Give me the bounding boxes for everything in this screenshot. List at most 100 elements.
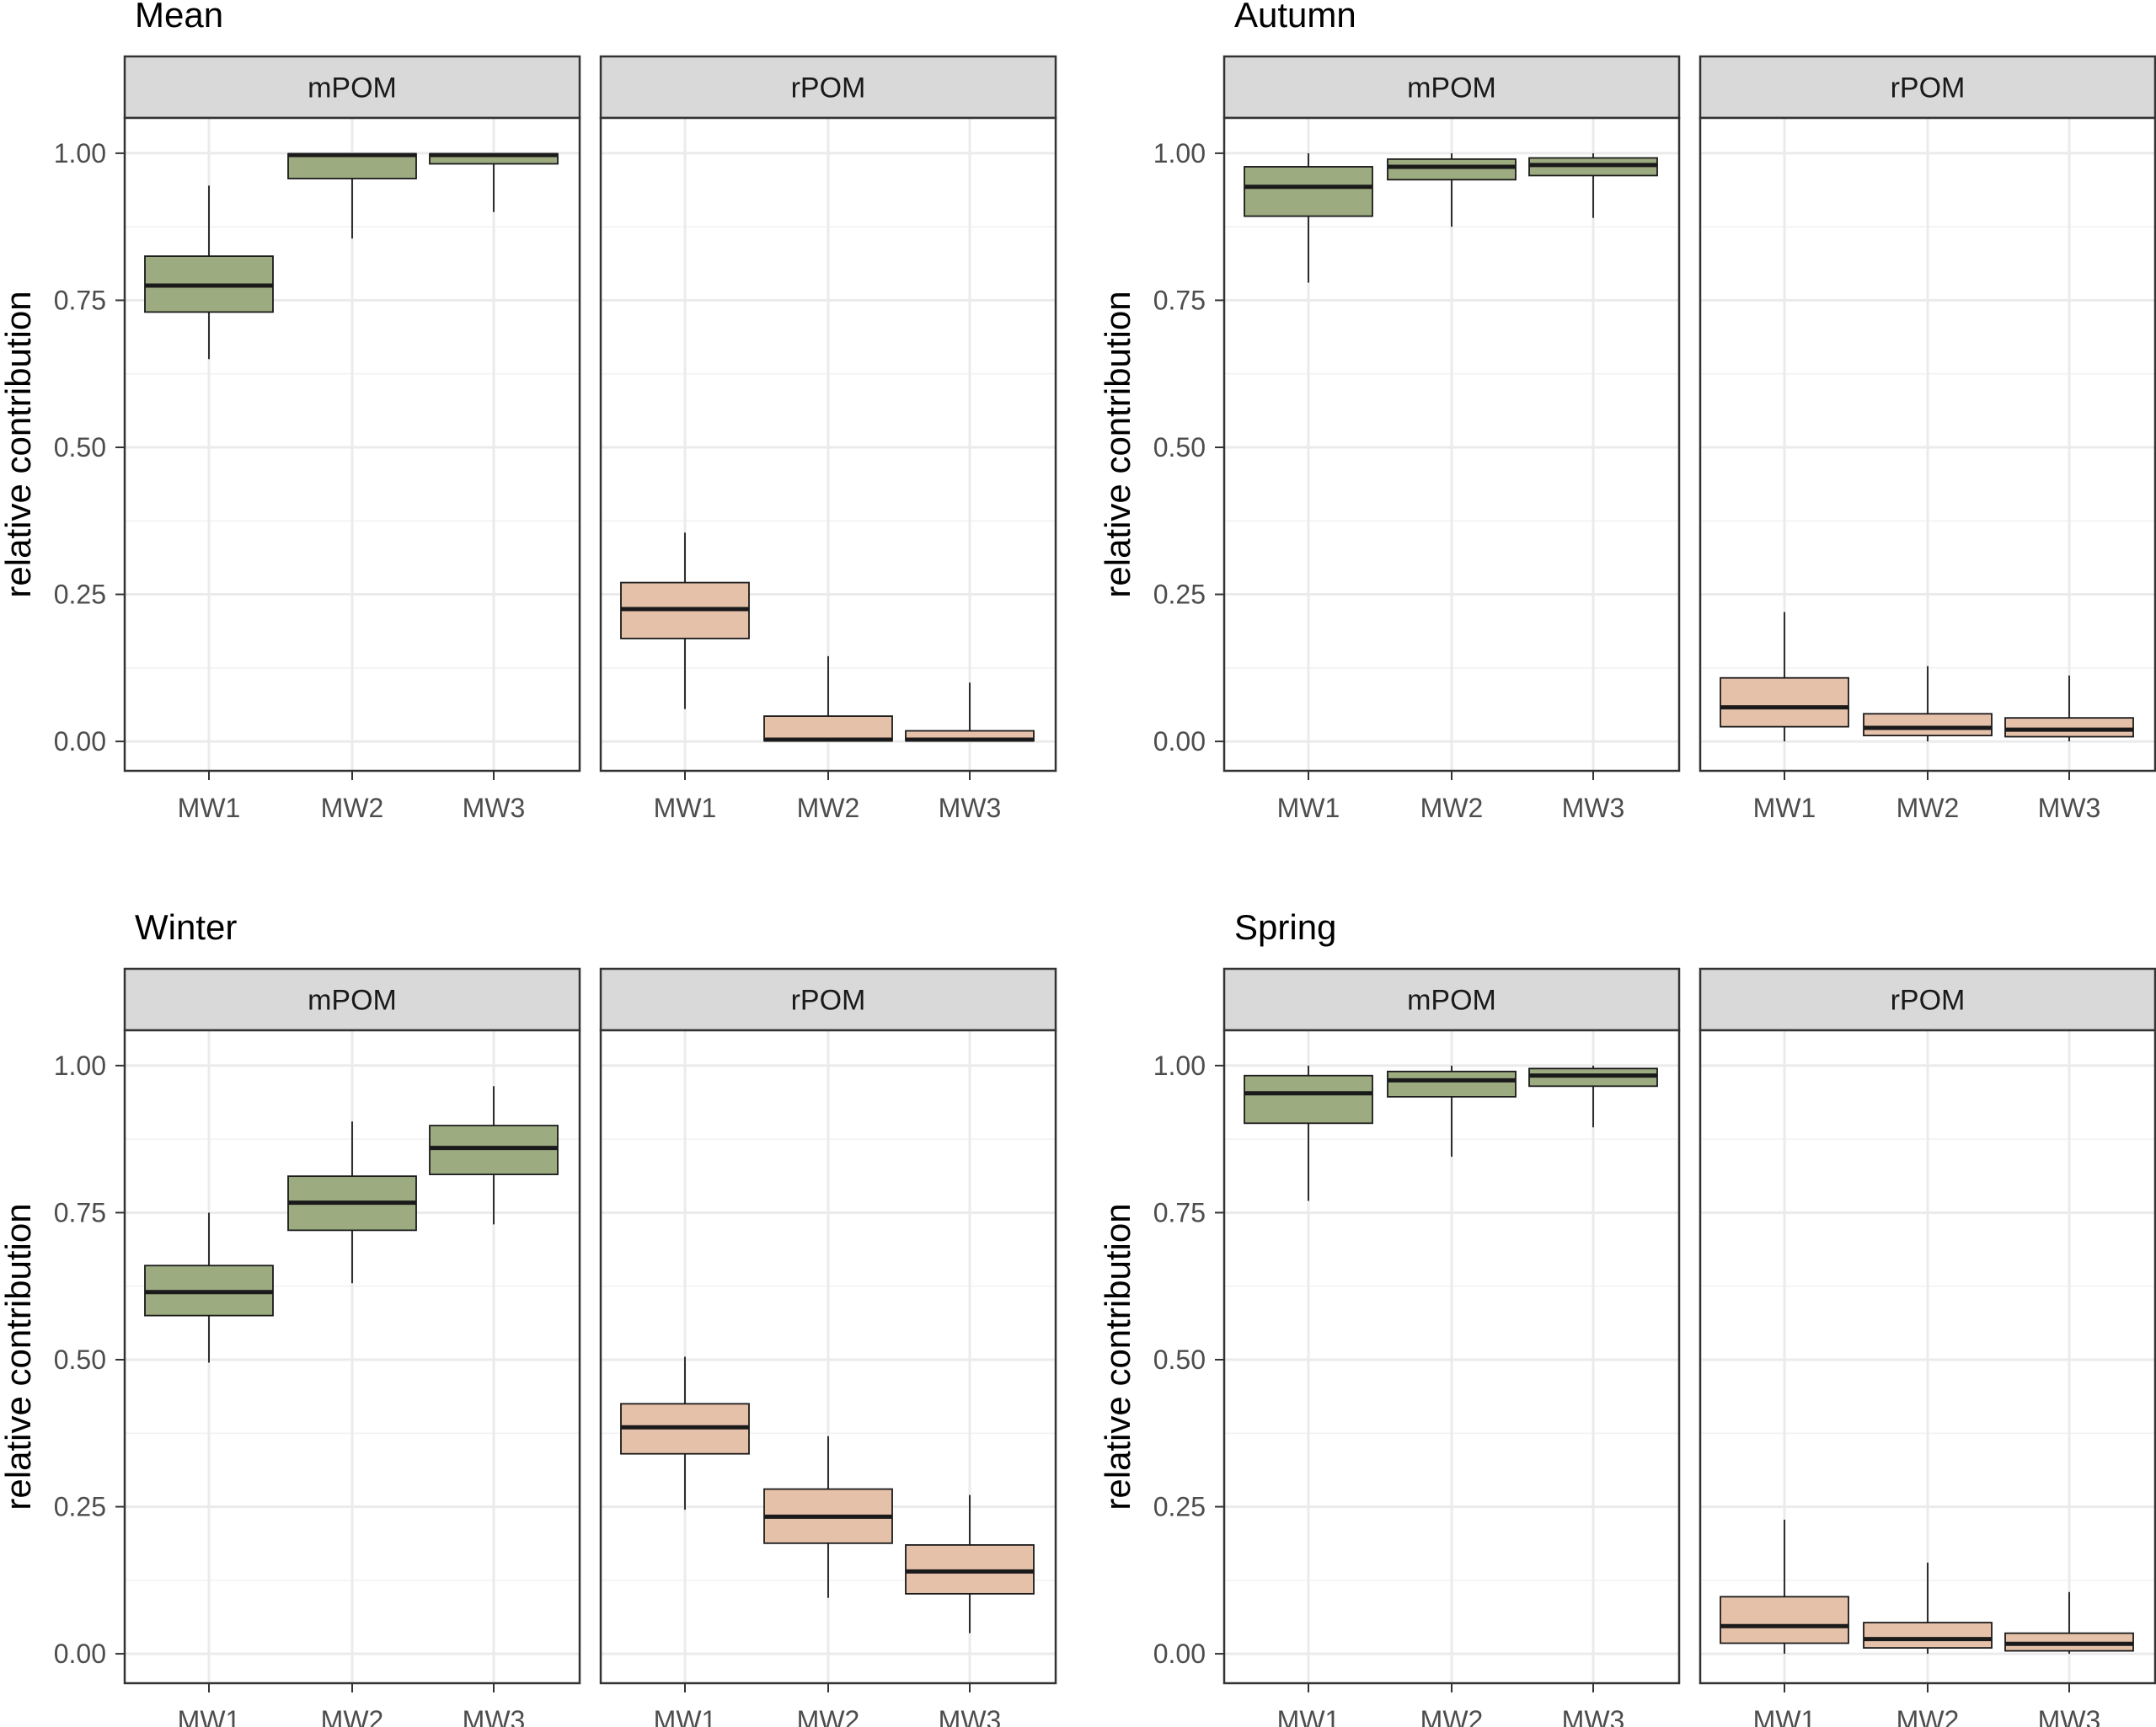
chart-autumn: Autumn relative contribution 0.00 0.25 0.50 0… <box>1098 0 2156 823</box>
y-tick-label: 0.00 <box>54 1639 106 1669</box>
y-axis-label: relative contribution <box>1098 291 1137 597</box>
x-tick-label: MW1 <box>1277 793 1340 823</box>
x-tick-label: MW2 <box>797 1705 860 1727</box>
y-tick-label: 1.00 <box>54 1051 106 1081</box>
y-tick-label: 0.50 <box>54 432 106 462</box>
facet-strip-label: mPOM <box>308 985 397 1017</box>
facet-strip-label: rPOM <box>791 985 866 1017</box>
x-tick-label: MW3 <box>1562 1705 1625 1727</box>
chart-mean: Mean relative contribution 0.00 0.25 0.50 0.7… <box>0 0 1057 823</box>
box-mpom-mw1 <box>1244 152 1373 283</box>
x-tick-label: MW1 <box>1277 1705 1340 1727</box>
box-mpom-mw2 <box>1387 1065 1517 1158</box>
x-tick-label: MW2 <box>1897 1705 1960 1727</box>
x-tick-label: MW3 <box>2038 1705 2101 1727</box>
facet-panel-rpom: rPOM MW1 MW2 MW3 <box>1699 55 2156 823</box>
chart-title: Winter <box>135 907 237 947</box>
chart-winter: Winter relative contribution 0.00 0.25 0.50 0… <box>0 907 1057 1727</box>
y-tick-label: 0.50 <box>1153 1345 1206 1375</box>
facet-panel-mpom: mPOM MW1 MW2 MW3 <box>123 967 581 1727</box>
facet-strip-label: rPOM <box>791 72 866 104</box>
box-rpom-mw3 <box>905 682 1035 742</box>
x-tick-label: MW2 <box>797 793 860 823</box>
y-tick-label: 0.25 <box>1153 1492 1206 1522</box>
facet-strip <box>123 55 581 120</box>
y-tick-label: 1.00 <box>54 138 106 168</box>
chart-title: Spring <box>1234 907 1336 947</box>
facet-strip-label: mPOM <box>308 72 397 104</box>
box-rpom-mw1 <box>1720 1519 1849 1655</box>
facet-strip-label: mPOM <box>1407 985 1496 1017</box>
facet-strip <box>1222 967 1681 1032</box>
box-iqr <box>1387 1070 1517 1098</box>
x-tick-label: MW2 <box>321 793 384 823</box>
chart-spring: Spring relative contribution 0.00 0.25 0.50 0… <box>1098 907 2156 1727</box>
box-rpom-mw1 <box>620 532 750 709</box>
y-tick-label: 0.50 <box>54 1345 106 1375</box>
facet-strip <box>123 967 581 1032</box>
box-mpom-mw2 <box>287 152 417 239</box>
y-tick-label: 0.25 <box>1153 580 1206 610</box>
box-mpom-mw3 <box>429 152 559 212</box>
box-iqr <box>763 715 893 742</box>
box-iqr <box>1244 1074 1373 1125</box>
y-tick-label: 0.00 <box>1153 726 1206 757</box>
y-axis-label: relative contribution <box>0 1203 38 1510</box>
x-tick-label: MW2 <box>1420 793 1484 823</box>
box-rpom-mw2 <box>1863 1562 1993 1655</box>
box-mpom-mw1 <box>144 1212 274 1363</box>
x-tick-label: MW1 <box>1753 1705 1816 1727</box>
y-tick-label: 0.00 <box>1153 1639 1206 1669</box>
box-rpom-mw3 <box>2004 675 2134 742</box>
x-tick-label: MW1 <box>178 1705 241 1727</box>
facet-strip <box>599 967 1057 1032</box>
facet-strip-label: mPOM <box>1407 72 1496 104</box>
x-tick-label: MW3 <box>463 1705 526 1727</box>
facet-strip <box>1222 55 1681 120</box>
y-tick-label: 0.25 <box>54 1492 106 1522</box>
x-tick-label: MW2 <box>321 1705 384 1727</box>
box-mpom-mw2 <box>1387 152 1517 227</box>
x-tick-label: MW3 <box>463 793 526 823</box>
y-axis-label: relative contribution <box>1098 1203 1137 1510</box>
y-tick-label: 0.25 <box>54 580 106 610</box>
box-rpom-mw1 <box>1720 612 1849 742</box>
box-iqr <box>1720 1596 1849 1644</box>
box-rpom-mw3 <box>905 1494 1035 1633</box>
box-iqr <box>1387 158 1517 181</box>
box-iqr <box>1720 676 1849 728</box>
box-mpom-mw3 <box>429 1086 559 1225</box>
facet-panel-mpom: mPOM MW1 MW2 MW3 <box>1222 967 1681 1727</box>
x-tick-label: MW1 <box>178 793 241 823</box>
box-rpom-mw2 <box>1863 666 1993 742</box>
box-rpom-mw2 <box>763 655 893 742</box>
y-axis-label: relative contribution <box>0 291 38 597</box>
y-tick-label: 0.50 <box>1153 432 1206 462</box>
box-mpom-mw1 <box>1244 1065 1373 1201</box>
box-iqr <box>287 152 417 179</box>
x-tick-label: MW3 <box>939 793 1002 823</box>
box-mpom-mw3 <box>1528 1065 1658 1128</box>
facet-strip <box>1699 55 2156 120</box>
y-tick-label: 0.75 <box>1153 1197 1206 1227</box>
x-tick-label: MW2 <box>1897 793 1960 823</box>
box-rpom-mw3 <box>2004 1591 2134 1655</box>
facet-panel-rpom: rPOM MW1 MW2 MW3 <box>1699 967 2156 1727</box>
x-tick-label: MW1 <box>1753 793 1816 823</box>
x-tick-label: MW1 <box>654 793 717 823</box>
facet-panel-mpom: mPOM MW1 MW2 MW3 <box>1222 55 1681 823</box>
box-iqr <box>2004 717 2134 738</box>
y-tick-label: 1.00 <box>1153 1051 1206 1081</box>
box-iqr <box>1244 166 1373 217</box>
chart-title: Autumn <box>1234 0 1356 35</box>
y-tick-label: 0.75 <box>54 285 106 315</box>
facet-strip <box>1699 967 2156 1032</box>
x-tick-label: MW2 <box>1420 1705 1484 1727</box>
facet-panel-rpom: rPOM MW1 MW2 MW3 <box>599 55 1057 823</box>
x-tick-label: MW3 <box>2038 793 2101 823</box>
facet-panel-rpom: rPOM MW1 MW2 MW3 <box>599 967 1057 1727</box>
box-mpom-mw3 <box>1528 152 1658 218</box>
box-mpom-mw1 <box>144 185 274 360</box>
facet-panel-mpom: mPOM MW1 MW2 MW3 <box>123 55 581 823</box>
